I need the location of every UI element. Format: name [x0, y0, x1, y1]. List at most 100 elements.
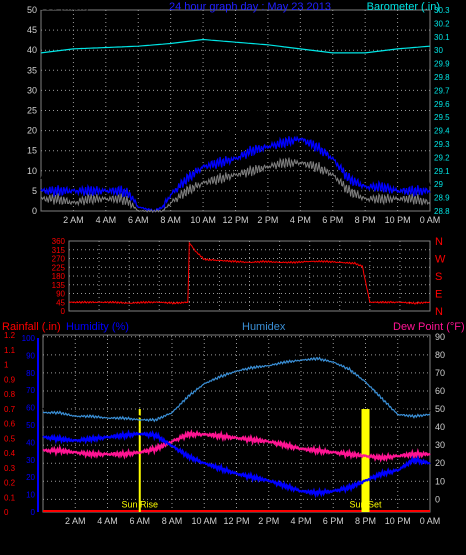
wind-y-ticks: 0 5 10 15 20 25 30 35 40 45 50 — [27, 5, 37, 216]
humidity-tick-label: 50 — [26, 421, 35, 430]
wind-y-tick-label: 50 — [27, 5, 37, 15]
wind-x-tick-label: 0 AM — [420, 215, 441, 225]
temperature-tick-label: 60 — [435, 386, 445, 396]
rainfall-tick-label: 1.2 — [4, 331, 16, 340]
barometer-y-tick-label: 29.8 — [434, 73, 450, 82]
chart-title: 24 hour graph day : May 23 2013 — [169, 1, 331, 13]
temp-x-ticks: 2 AM 4 AM 6 AM 8 AM 10 AM 12 PM 2 PM 4 PM 6 PM 8 … — [65, 516, 440, 526]
wind-avg-line — [40, 135, 431, 213]
humidity-tick-label: 0 — [31, 508, 36, 517]
temperature-tick-label: 80 — [435, 350, 445, 360]
compass-label: N — [435, 236, 443, 248]
rainfall-tick-label: 1 — [4, 361, 9, 370]
wind-y-tick-label: 15 — [27, 146, 37, 156]
barometer-y-tick-label: 29.4 — [434, 127, 450, 136]
wind-x-tick-label: 8 PM — [355, 215, 376, 225]
humidity-axis-title: Humidity (%) — [66, 321, 129, 333]
temperature-tick-label: 30 — [435, 440, 445, 450]
rainfall-tick-label: 0.5 — [4, 434, 16, 443]
direction-grid — [69, 241, 430, 311]
barometer-y-tick-label: 30.3 — [434, 6, 450, 15]
rainfall-tick-label: 0.2 — [4, 479, 16, 488]
wind-grid — [41, 10, 430, 211]
temp-x-tick-label: 4 PM — [290, 516, 311, 526]
wind-x-tick-label: 6 AM — [128, 215, 149, 225]
temp-x-tick-label: 8 AM — [162, 516, 183, 526]
temp-x-tick-label: 6 AM — [129, 516, 150, 526]
wind-x-tick-label: 10 PM — [385, 215, 411, 225]
compass-label: E — [435, 289, 442, 301]
rainfall-ticks: 0 0.1 0.2 0.3 0.4 0.5 0.6 0.7 0.8 0.9 1 1.1 1.2 — [4, 331, 16, 517]
direction-y-tick-label: 45 — [56, 298, 65, 307]
temp-x-tick-label: 2 AM — [65, 516, 86, 526]
humidity-tick-label: 60 — [26, 404, 35, 413]
rainfall-tick-label: 1.1 — [4, 346, 16, 355]
direction-y-tick-label: 135 — [52, 281, 66, 290]
rainfall-tick-label: 0.9 — [4, 375, 16, 384]
barometer-y-tick-label: 29 — [434, 180, 443, 189]
barometer-y-tick-label: 29.2 — [434, 153, 450, 162]
barometer-y-tick-label: 29.5 — [434, 113, 450, 122]
humidity-ticks: 0 10 20 30 40 50 60 70 80 90 100 — [22, 334, 39, 517]
wind-series — [40, 38, 431, 215]
humidity-tick-label: 10 — [26, 491, 35, 500]
temperature-tick-label: 10 — [435, 476, 445, 486]
temp-x-tick-label: 4 AM — [97, 516, 118, 526]
barometer-y-axis-title: Barometer (.in) — [367, 1, 440, 13]
sunset-label: Sun Set — [349, 499, 382, 509]
barometer-y-tick-label: 29.3 — [434, 140, 450, 149]
direction-y-tick-label: 90 — [56, 290, 65, 299]
barometer-y-tick-label: 29.7 — [434, 86, 450, 95]
temp-x-tick-label: 12 PM — [223, 516, 249, 526]
rainfall-tick-label: 0.1 — [4, 493, 16, 502]
barometer-y-ticks: 28.8 28.9 29 29.1 29.2 29.3 29.4 29.5 29.6 29.7 29… — [434, 6, 450, 216]
compass-label: N — [435, 306, 443, 318]
barometer-y-tick-label: 29.9 — [434, 60, 450, 69]
wind-low-line — [40, 157, 431, 214]
temperature-ticks: 0 10 20 30 40 50 60 70 80 90 — [435, 332, 445, 505]
temp-x-tick-label: 2 PM — [258, 516, 279, 526]
wind-y-tick-label: 35 — [27, 65, 37, 75]
compass-label: S — [435, 271, 442, 283]
temp-x-tick-label: 6 PM — [323, 516, 344, 526]
barometer-y-tick-label: 29.6 — [434, 100, 450, 109]
direction-y-tick-label: 180 — [52, 272, 66, 281]
wind-x-ticks: 2 AM 4 AM 6 AM 8 AM 10 AM 12 PM 2 PM 4 PM 6 PM 8 … — [63, 215, 440, 225]
wind-y-tick-label: 25 — [27, 106, 37, 116]
dewpoint-line — [42, 429, 431, 463]
rainfall-axis-title: Rainfall (.in) — [2, 321, 61, 333]
wind-x-tick-label: 4 AM — [96, 215, 117, 225]
wind-y-tick-label: 40 — [27, 45, 37, 55]
dewpoint-legend: Dew Point (°F) — [393, 321, 465, 333]
wind-y-tick-label: 45 — [27, 25, 37, 35]
rainfall-tick-label: 0.6 — [4, 420, 16, 429]
wind-x-tick-label: 6 PM — [322, 215, 343, 225]
direction-y-tick-label: 270 — [52, 255, 66, 264]
barometer-y-tick-label: 30.1 — [434, 33, 450, 42]
humidity-tick-label: 40 — [26, 438, 35, 447]
humidity-tick-label: 30 — [26, 456, 35, 465]
humidity-tick-label: 20 — [26, 473, 35, 482]
wind-y-tick-label: 0 — [32, 206, 37, 216]
sunrise-label: Sun Rise — [121, 499, 158, 509]
barometer-y-tick-label: 30.2 — [434, 19, 450, 28]
humidity-tick-label: 80 — [26, 369, 35, 378]
temp-x-tick-label: 10 PM — [385, 516, 411, 526]
wind-gust-line — [40, 90, 431, 215]
temp-grid — [43, 335, 430, 512]
humidity-line — [42, 429, 431, 499]
barometer-y-tick-label: 30 — [434, 46, 443, 55]
temperature-line — [42, 348, 431, 422]
rainfall-tick-label: 0.8 — [4, 390, 16, 399]
rainfall-tick-label: 0.3 — [4, 464, 16, 473]
temp-x-tick-label: 0 AM — [420, 516, 441, 526]
temperature-tick-label: 90 — [435, 332, 445, 342]
temp-series: Sun Rise Sun Set — [42, 348, 431, 512]
wind-y-tick-label: 5 — [32, 186, 37, 196]
temperature-legend: Temperature (°F) — [312, 321, 395, 333]
wind-y-tick-label: 30 — [27, 85, 37, 95]
wind-x-tick-label: 12 PM — [222, 215, 248, 225]
humidex-legend: Humidex — [242, 321, 286, 333]
